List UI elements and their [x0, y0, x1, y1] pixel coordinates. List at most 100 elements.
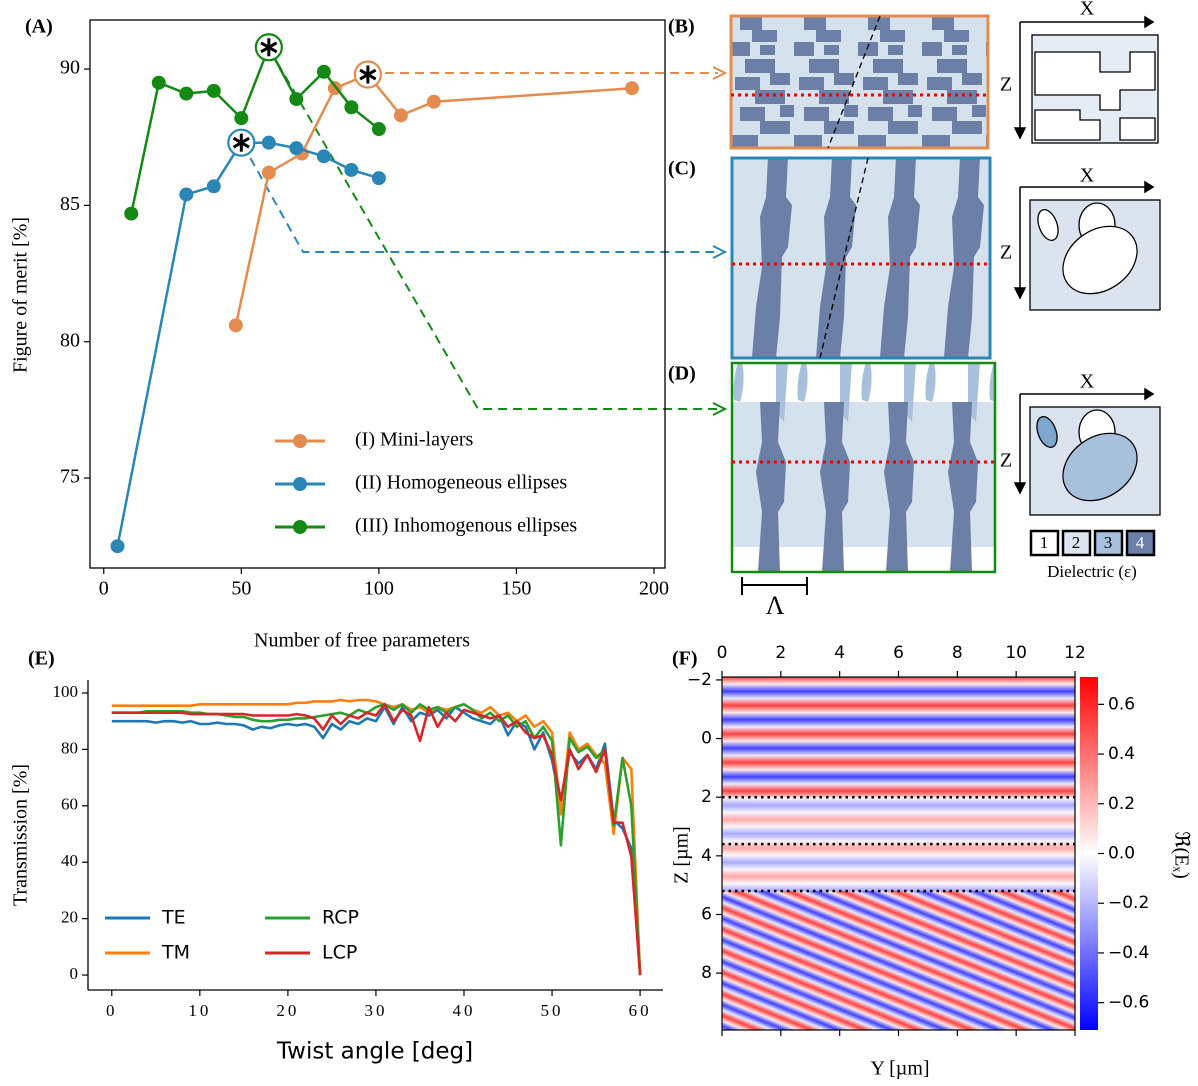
axis-z-label: Z — [1000, 242, 1012, 264]
colorbar — [1080, 677, 1098, 1030]
y-tick-label: 80 — [61, 738, 78, 757]
point — [625, 81, 639, 95]
y-tick-label: 6 — [701, 904, 712, 924]
colorbar-tick-label: −0.6 — [1108, 993, 1149, 1013]
x-axis-label: Number of free parameters — [254, 630, 470, 652]
y-tick-label: −2 — [687, 670, 712, 690]
field-map — [722, 677, 1075, 1030]
point — [234, 111, 248, 125]
y-tick-label: 40 — [61, 851, 78, 870]
axis-z-label: Z — [1000, 74, 1012, 96]
y-tick-label: 20 — [61, 908, 78, 927]
x-tick-label: 6 — [893, 643, 904, 663]
x-axis-label: Twist angle [deg] — [276, 1039, 473, 1065]
x-tick-label: 0 — [106, 1001, 118, 1020]
y-tick-label: 4 — [701, 846, 712, 866]
point — [344, 100, 358, 114]
point — [152, 76, 166, 90]
legend-label: TM — [161, 942, 190, 964]
point — [372, 171, 386, 185]
schematic-b — [1032, 35, 1158, 143]
y-tick-label: 85 — [60, 193, 80, 215]
colorbar-tick-label: 0.0 — [1108, 844, 1135, 864]
x-tick-label: 50 — [541, 1001, 564, 1020]
point — [317, 149, 331, 163]
dielectric-label: Dielectric (ε) — [1047, 562, 1137, 581]
point — [124, 207, 138, 221]
legend-label: (II) Homogeneous ellipses — [355, 472, 567, 494]
structure-panels: (B) (C) (D) Λ X Z X Z X Z 1 2 3 4 Dielec… — [668, 0, 1160, 620]
schematic-d — [1030, 407, 1160, 515]
x-tick-label: 50 — [231, 578, 251, 600]
point — [372, 122, 386, 136]
x-tick-label: 40 — [452, 1001, 475, 1020]
x-tick-label: 60 — [629, 1001, 652, 1020]
x-tick-label: 8 — [952, 643, 963, 663]
point — [344, 163, 358, 177]
x-tick-label: 150 — [501, 578, 531, 600]
legend-label: (III) Inhomogenous ellipses — [355, 515, 577, 537]
axis-x-label: X — [1080, 165, 1095, 187]
legend-label: (I) Mini-layers — [355, 429, 474, 451]
point — [394, 108, 408, 122]
y-tick-label: 80 — [60, 329, 80, 351]
x-tick-label: 2 — [775, 643, 786, 663]
legend-label: TE — [161, 907, 186, 929]
panel-d-image — [732, 363, 995, 572]
x-tick-label: 10 — [1005, 643, 1027, 663]
colorbar-label: ℜ(Eₓ) — [1170, 831, 1192, 879]
panel-label: (B) — [668, 16, 695, 38]
point — [111, 539, 125, 553]
panel-label: (C) — [668, 158, 696, 180]
y-axis-label: Figure of merit [%] — [10, 217, 32, 373]
point — [262, 136, 276, 150]
colorbar-tick-label: −0.4 — [1108, 943, 1149, 963]
dielectric-index: 3 — [1104, 533, 1113, 552]
panel-label: (D) — [668, 363, 696, 385]
x-tick-label: 12 — [1064, 643, 1086, 663]
point — [179, 87, 193, 101]
point — [207, 84, 221, 98]
panel-label: (E) — [28, 648, 55, 670]
series-line — [112, 704, 640, 975]
schematic-c — [1030, 200, 1160, 310]
axis-x-label: X — [1080, 0, 1095, 20]
series-line — [118, 143, 379, 547]
y-tick-label: 100 — [53, 682, 79, 701]
y-tick-label: 60 — [61, 795, 78, 814]
point — [289, 92, 303, 106]
period-label: Λ — [766, 591, 785, 620]
colorbar-tick-label: 0.4 — [1108, 744, 1135, 764]
y-tick-label: 0 — [70, 964, 79, 983]
y-tick-label: 0 — [701, 729, 712, 749]
connector-heads — [713, 67, 725, 415]
y-tick-label: 2 — [701, 787, 712, 807]
point — [427, 95, 441, 109]
axis-z-label: Z — [1000, 450, 1012, 472]
x-tick-label: 30 — [364, 1001, 387, 1020]
dielectric-index: 4 — [1136, 533, 1145, 552]
x-tick-label: 100 — [364, 578, 394, 600]
legend-marker — [293, 477, 307, 491]
point — [179, 187, 193, 201]
x-axis-label: Y [µm] — [870, 1058, 929, 1080]
legend-label: RCP — [322, 907, 359, 929]
point — [207, 179, 221, 193]
x-tick-label: 20 — [276, 1001, 299, 1020]
series-line — [131, 47, 379, 213]
x-tick-label: 10 — [188, 1001, 211, 1020]
point — [289, 141, 303, 155]
colorbar-tick-label: −0.2 — [1108, 893, 1149, 913]
point — [229, 318, 243, 332]
legend-marker — [293, 434, 307, 448]
axis-x-label: X — [1080, 371, 1095, 393]
panel-b-image — [731, 16, 988, 148]
x-tick-label: 0 — [99, 578, 109, 600]
x-tick-label: 200 — [639, 578, 669, 600]
colorbar-tick-label: 0.6 — [1108, 694, 1135, 714]
point — [262, 166, 276, 180]
panel-label: (F) — [672, 648, 698, 670]
colorbar-tick-label: 0.2 — [1108, 794, 1135, 814]
y-axis-label: Transmission [%] — [10, 764, 32, 906]
legend-marker — [293, 520, 307, 534]
